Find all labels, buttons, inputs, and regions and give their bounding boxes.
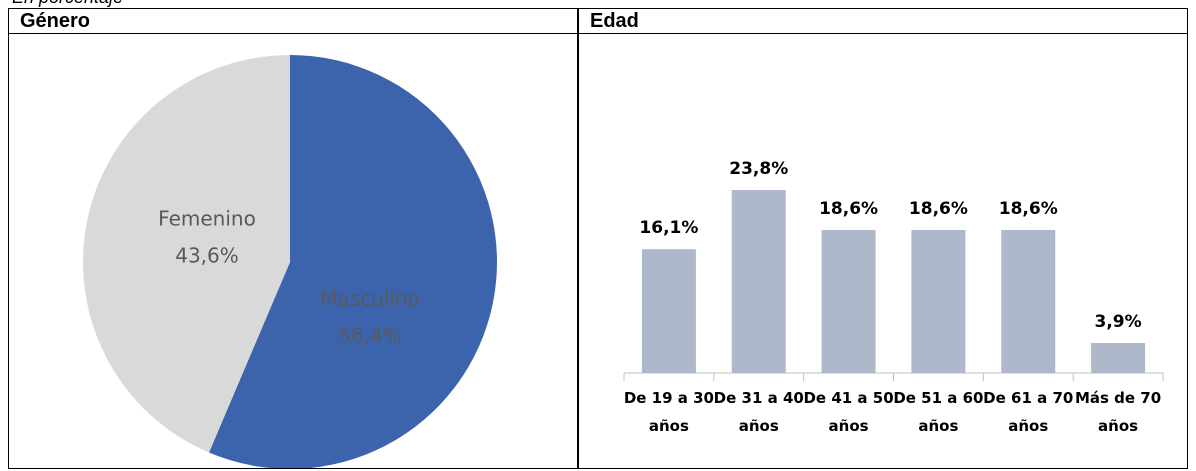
slice-value-label: 43,6% <box>175 244 239 268</box>
x-tick-label: De 41 a 50 años <box>803 389 894 435</box>
table-frame <box>8 8 1188 469</box>
pie-slice <box>208 55 497 468</box>
value-label: 18,6% <box>909 199 968 219</box>
x-tick-label: De 31 a 40 años <box>713 389 804 435</box>
value-label: 16,1% <box>639 218 698 238</box>
column-divider <box>577 8 579 469</box>
slice-label: Masculino <box>320 287 420 311</box>
value-label: 3,9% <box>1095 312 1142 332</box>
value-label: 23,8% <box>729 159 788 179</box>
header-divider <box>8 33 1188 34</box>
bar <box>731 190 786 373</box>
slice-value-label: 56,4% <box>338 324 402 348</box>
value-label: 18,6% <box>999 199 1058 219</box>
bar <box>1001 229 1056 373</box>
x-tick-label: Más de 70 años <box>1074 389 1162 435</box>
x-tick-label: De 61 a 70 años <box>983 389 1074 435</box>
bar <box>911 229 966 373</box>
pie-chart: Masculino 56,4% Femenino 43,6% <box>82 55 497 468</box>
slice-label: Femenino <box>158 207 256 231</box>
panel-title: Género <box>20 10 91 32</box>
x-tick-label: De 19 a 30 años <box>623 389 714 435</box>
bar-chart: 16,1% 23,8% 18,6% 18,6% 18,6% 3,9% <box>623 159 1164 381</box>
bar <box>641 249 696 373</box>
bar <box>821 229 876 373</box>
value-label: 18,6% <box>819 199 878 219</box>
note: En porcentaje <box>12 0 123 8</box>
bar <box>1091 343 1146 373</box>
panel-title: Edad <box>590 10 639 32</box>
pie-slice <box>82 55 290 453</box>
x-tick-label: De 51 a 60 años <box>893 389 984 435</box>
